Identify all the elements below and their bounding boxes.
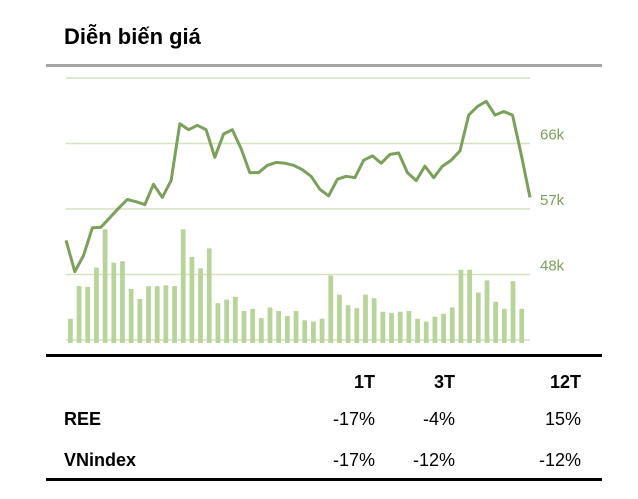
vnindex-12t: -12%	[538, 450, 581, 470]
volume-bar	[449, 307, 455, 343]
volume-bar	[519, 308, 525, 343]
volume-bar	[389, 313, 394, 343]
volume-bar	[284, 315, 290, 343]
ree-12t: 15%	[544, 409, 581, 429]
vnindex-1t: -17%	[332, 450, 375, 470]
volume-bar	[198, 268, 203, 343]
volume-bar	[206, 248, 212, 343]
volume-bar	[163, 285, 169, 343]
volume-bar	[293, 311, 299, 343]
volume-bar	[371, 298, 377, 343]
volume-bar	[241, 311, 247, 343]
title-divider	[46, 64, 602, 67]
volume-bar	[337, 294, 342, 343]
volume-bar	[189, 256, 195, 343]
row-label-vnindex: VNindex	[64, 450, 137, 470]
volume-bar	[267, 307, 273, 343]
page-title: Diễn biến giá	[64, 24, 201, 49]
y-tick-label: 66k	[540, 127, 565, 144]
volume-bar	[137, 298, 143, 343]
volume-bar	[467, 269, 473, 343]
volume-bar	[102, 229, 108, 343]
volume-bar	[250, 308, 256, 343]
volume-bar	[397, 311, 403, 343]
volume-bar	[215, 303, 221, 343]
volume-bar	[493, 301, 499, 343]
volume-bar	[354, 308, 360, 343]
row-label-ree: REE	[64, 409, 102, 429]
vnindex-3t: -12%	[412, 450, 455, 470]
y-tick-label: 57k	[540, 192, 565, 209]
volume-bar	[85, 286, 91, 343]
volume-bar	[172, 286, 177, 343]
volume-bar	[94, 267, 99, 343]
header-12t: 12T	[549, 372, 581, 392]
price-line	[64, 99, 532, 274]
volume-bar	[441, 313, 446, 343]
header-3t: 3T	[433, 372, 455, 392]
volume-bar	[328, 275, 334, 343]
table-divider	[46, 354, 602, 357]
ree-3t: -4%	[422, 409, 455, 429]
price-chart: 66k 57k 48k	[64, 77, 565, 343]
y-tick-label: 48k	[540, 258, 565, 275]
volume-bar	[224, 299, 229, 343]
volume-bar	[484, 280, 490, 343]
volume-bar	[458, 269, 464, 343]
volume-bar	[111, 262, 117, 343]
volume-bar	[180, 229, 186, 343]
volume-bars	[68, 229, 525, 343]
volume-bar	[120, 261, 125, 343]
volume-bar	[276, 311, 282, 343]
volume-bar	[76, 286, 82, 343]
volume-bar	[232, 296, 238, 343]
volume-bar	[319, 318, 325, 343]
volume-bar	[363, 294, 368, 343]
price-line-layer	[64, 99, 532, 274]
volume-bar	[154, 286, 160, 343]
ree-1t: -17%	[332, 409, 375, 429]
table-bottom-rule	[46, 478, 602, 481]
volume-bar	[302, 320, 308, 343]
volume-bar	[380, 311, 386, 343]
volume-bar	[510, 281, 516, 343]
volume-bar	[432, 316, 438, 343]
header-1t: 1T	[353, 372, 375, 392]
y-tick-labels: 66k 57k 48k	[540, 127, 565, 275]
volume-bar	[258, 318, 264, 343]
volume-bar	[146, 286, 151, 343]
volume-bar	[423, 321, 429, 343]
volume-bar	[345, 305, 351, 343]
volume-bar	[501, 308, 507, 343]
volume-bar	[68, 318, 73, 343]
volume-bar	[128, 288, 134, 343]
volume-bar	[406, 311, 412, 343]
volume-bar	[475, 292, 481, 343]
volume-bar	[311, 321, 316, 343]
volume-bar	[415, 318, 420, 343]
